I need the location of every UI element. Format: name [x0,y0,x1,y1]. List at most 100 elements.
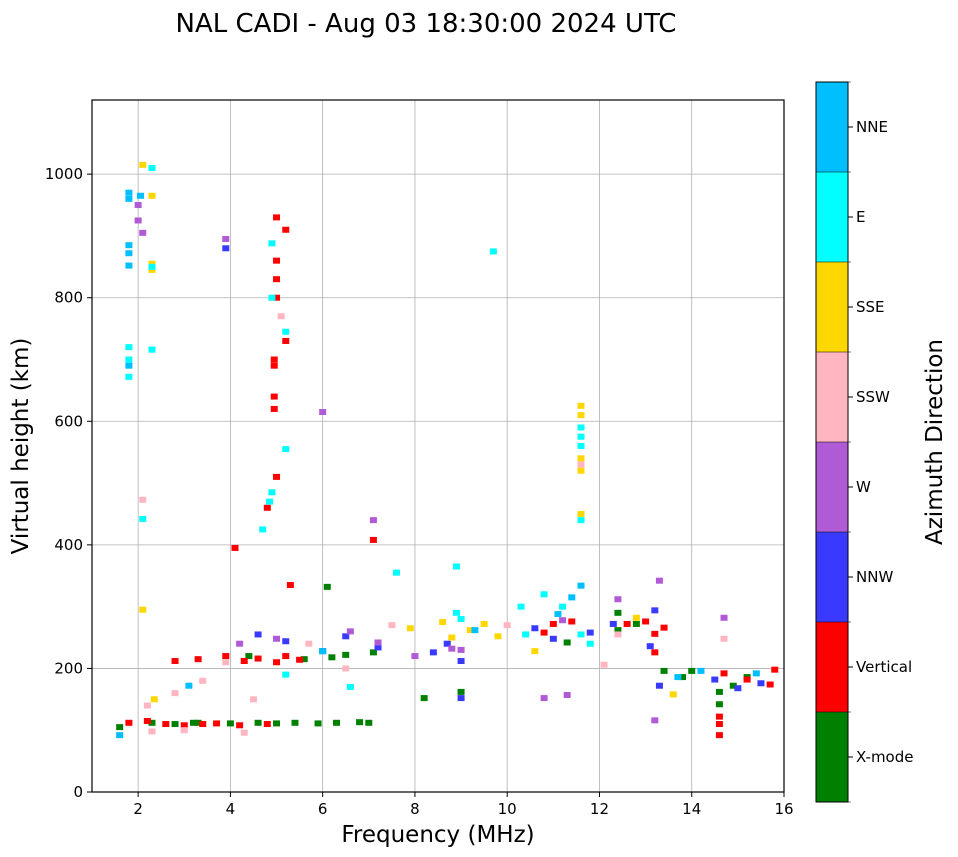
data-point [125,373,133,380]
data-point [563,691,571,698]
plot-background [92,100,784,792]
data-point [333,719,341,726]
data-point [715,713,723,720]
data-point [466,627,474,634]
data-point [540,695,548,702]
data-point [614,596,622,603]
data-point [429,649,437,656]
data-point [259,526,267,533]
data-point [651,630,659,637]
data-point [148,719,156,726]
data-point [729,682,737,689]
data-point [136,192,144,199]
data-point [480,620,488,627]
data-point [457,616,465,622]
data-point [254,655,262,662]
data-point [180,722,188,729]
data-point [323,583,331,590]
data-point [268,240,276,247]
data-point [296,656,304,663]
data-point [139,606,147,613]
data-point [369,649,377,656]
data-point [388,622,396,629]
data-point [125,250,133,257]
data-point [697,667,705,674]
data-point [134,217,142,224]
colorbar-tick-label: NNE [856,118,888,136]
data-point [194,719,202,726]
data-point [577,467,585,474]
data-point [720,614,728,621]
data-point [249,696,257,703]
data-point [623,620,631,627]
data-point [148,164,156,171]
data-point [614,627,622,634]
y-tick-label: 1000 [45,165,83,183]
data-point [254,719,262,726]
data-point [346,628,354,635]
data-point [273,635,281,642]
data-point [448,634,456,641]
data-point [240,729,248,736]
data-point [273,473,281,480]
y-tick-label: 600 [54,412,83,430]
data-point [222,245,230,252]
data-point [715,701,723,708]
data-point [600,661,608,668]
colorbar-segment [816,262,848,352]
series-vertical [125,214,779,739]
series-x-mode [116,583,751,731]
data-point [139,161,147,168]
data-point [356,719,364,726]
x-axis-label: Frequency (MHz) [341,822,534,848]
data-point [213,720,221,727]
colorbar-segment [816,442,848,532]
y-tick-label: 800 [54,289,83,307]
data-point [577,455,585,462]
data-point [577,631,585,638]
colorbar-frame [815,81,849,803]
data-point [270,405,278,412]
data-point [471,627,479,634]
colorbar-tick-label: W [856,478,871,496]
x-tick-label: 2 [133,800,143,818]
data-point [720,635,728,642]
data-point [609,620,617,627]
data-point [568,594,576,601]
data-point [148,192,156,199]
data-point [452,609,460,616]
data-point [559,603,567,610]
data-point [226,720,234,727]
data-point [134,202,142,209]
data-point [577,424,585,431]
data-point [282,671,290,678]
data-point [577,517,585,524]
data-point [222,236,230,243]
data-point [646,643,654,650]
colorbar-label: Azimuth Direction [922,339,948,545]
data-point [655,682,663,689]
data-point [125,262,133,269]
data-point [273,276,281,283]
colorbar-segment [816,352,848,442]
data-point [734,685,742,692]
data-point [559,617,567,624]
data-point [642,618,650,625]
x-tick-label: 16 [774,800,793,818]
data-points [116,161,779,739]
data-point [720,670,728,677]
data-point [139,229,147,236]
data-point [614,609,622,616]
data-point [743,676,751,683]
data-point [342,665,350,672]
data-point [374,644,382,651]
data-point [660,624,668,631]
data-point [688,667,696,674]
x-tick-label: 8 [410,800,420,818]
data-point [651,717,659,724]
data-point [554,611,562,618]
plot-frame [91,99,785,793]
data-point [679,674,687,681]
data-point [116,732,124,739]
